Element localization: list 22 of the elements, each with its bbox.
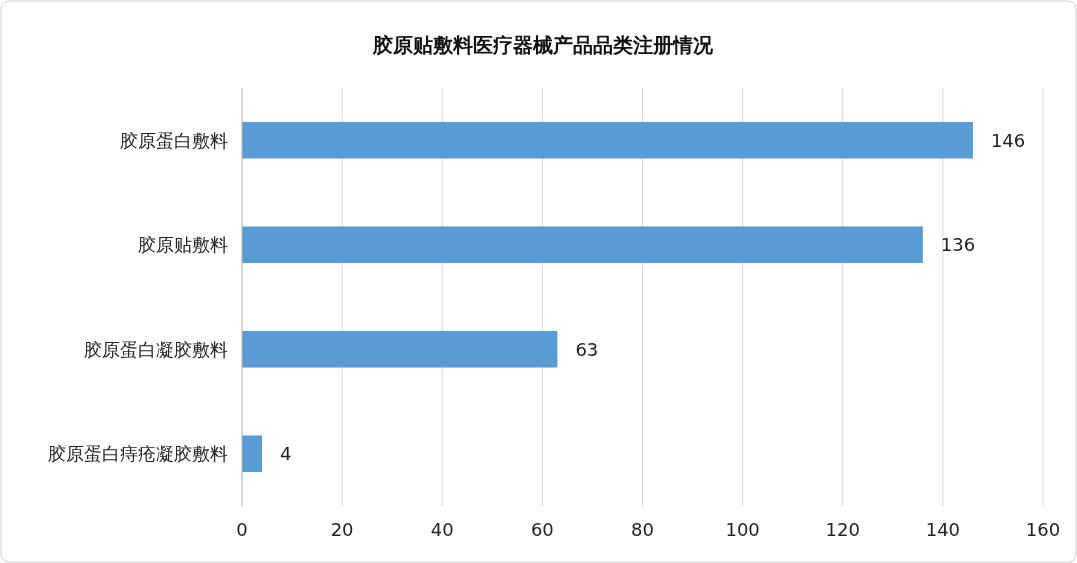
x-tick-label: 100 <box>725 519 760 540</box>
x-tick-label: 140 <box>925 519 961 540</box>
x-tick-label: 20 <box>330 519 354 540</box>
y-tick-label: 胶原蛋白痔疮凝胶敷料 <box>48 443 228 465</box>
x-tick-label: 40 <box>430 519 454 540</box>
bar <box>242 121 973 159</box>
y-tick-label: 胶原蛋白凝胶敷料 <box>84 338 228 360</box>
x-tick-label: 80 <box>631 519 654 540</box>
data-label: 146 <box>990 129 1026 151</box>
data-label: 4 <box>280 443 292 465</box>
x-tick-label: 120 <box>825 519 860 540</box>
x-tick-label: 60 <box>530 519 554 540</box>
data-label: 136 <box>940 234 976 256</box>
bar <box>242 330 558 368</box>
chart-title: 胶原贴敷料医疗器械产品品类注册情况 <box>371 33 714 57</box>
bar <box>242 226 923 264</box>
x-tick-label: 0 <box>236 519 248 540</box>
bar <box>242 435 263 473</box>
x-tick-label: 160 <box>1025 519 1061 540</box>
data-label: 63 <box>575 338 599 360</box>
y-tick-label: 胶原蛋白敷料 <box>120 129 228 151</box>
y-tick-label: 胶原贴敷料 <box>138 234 228 256</box>
